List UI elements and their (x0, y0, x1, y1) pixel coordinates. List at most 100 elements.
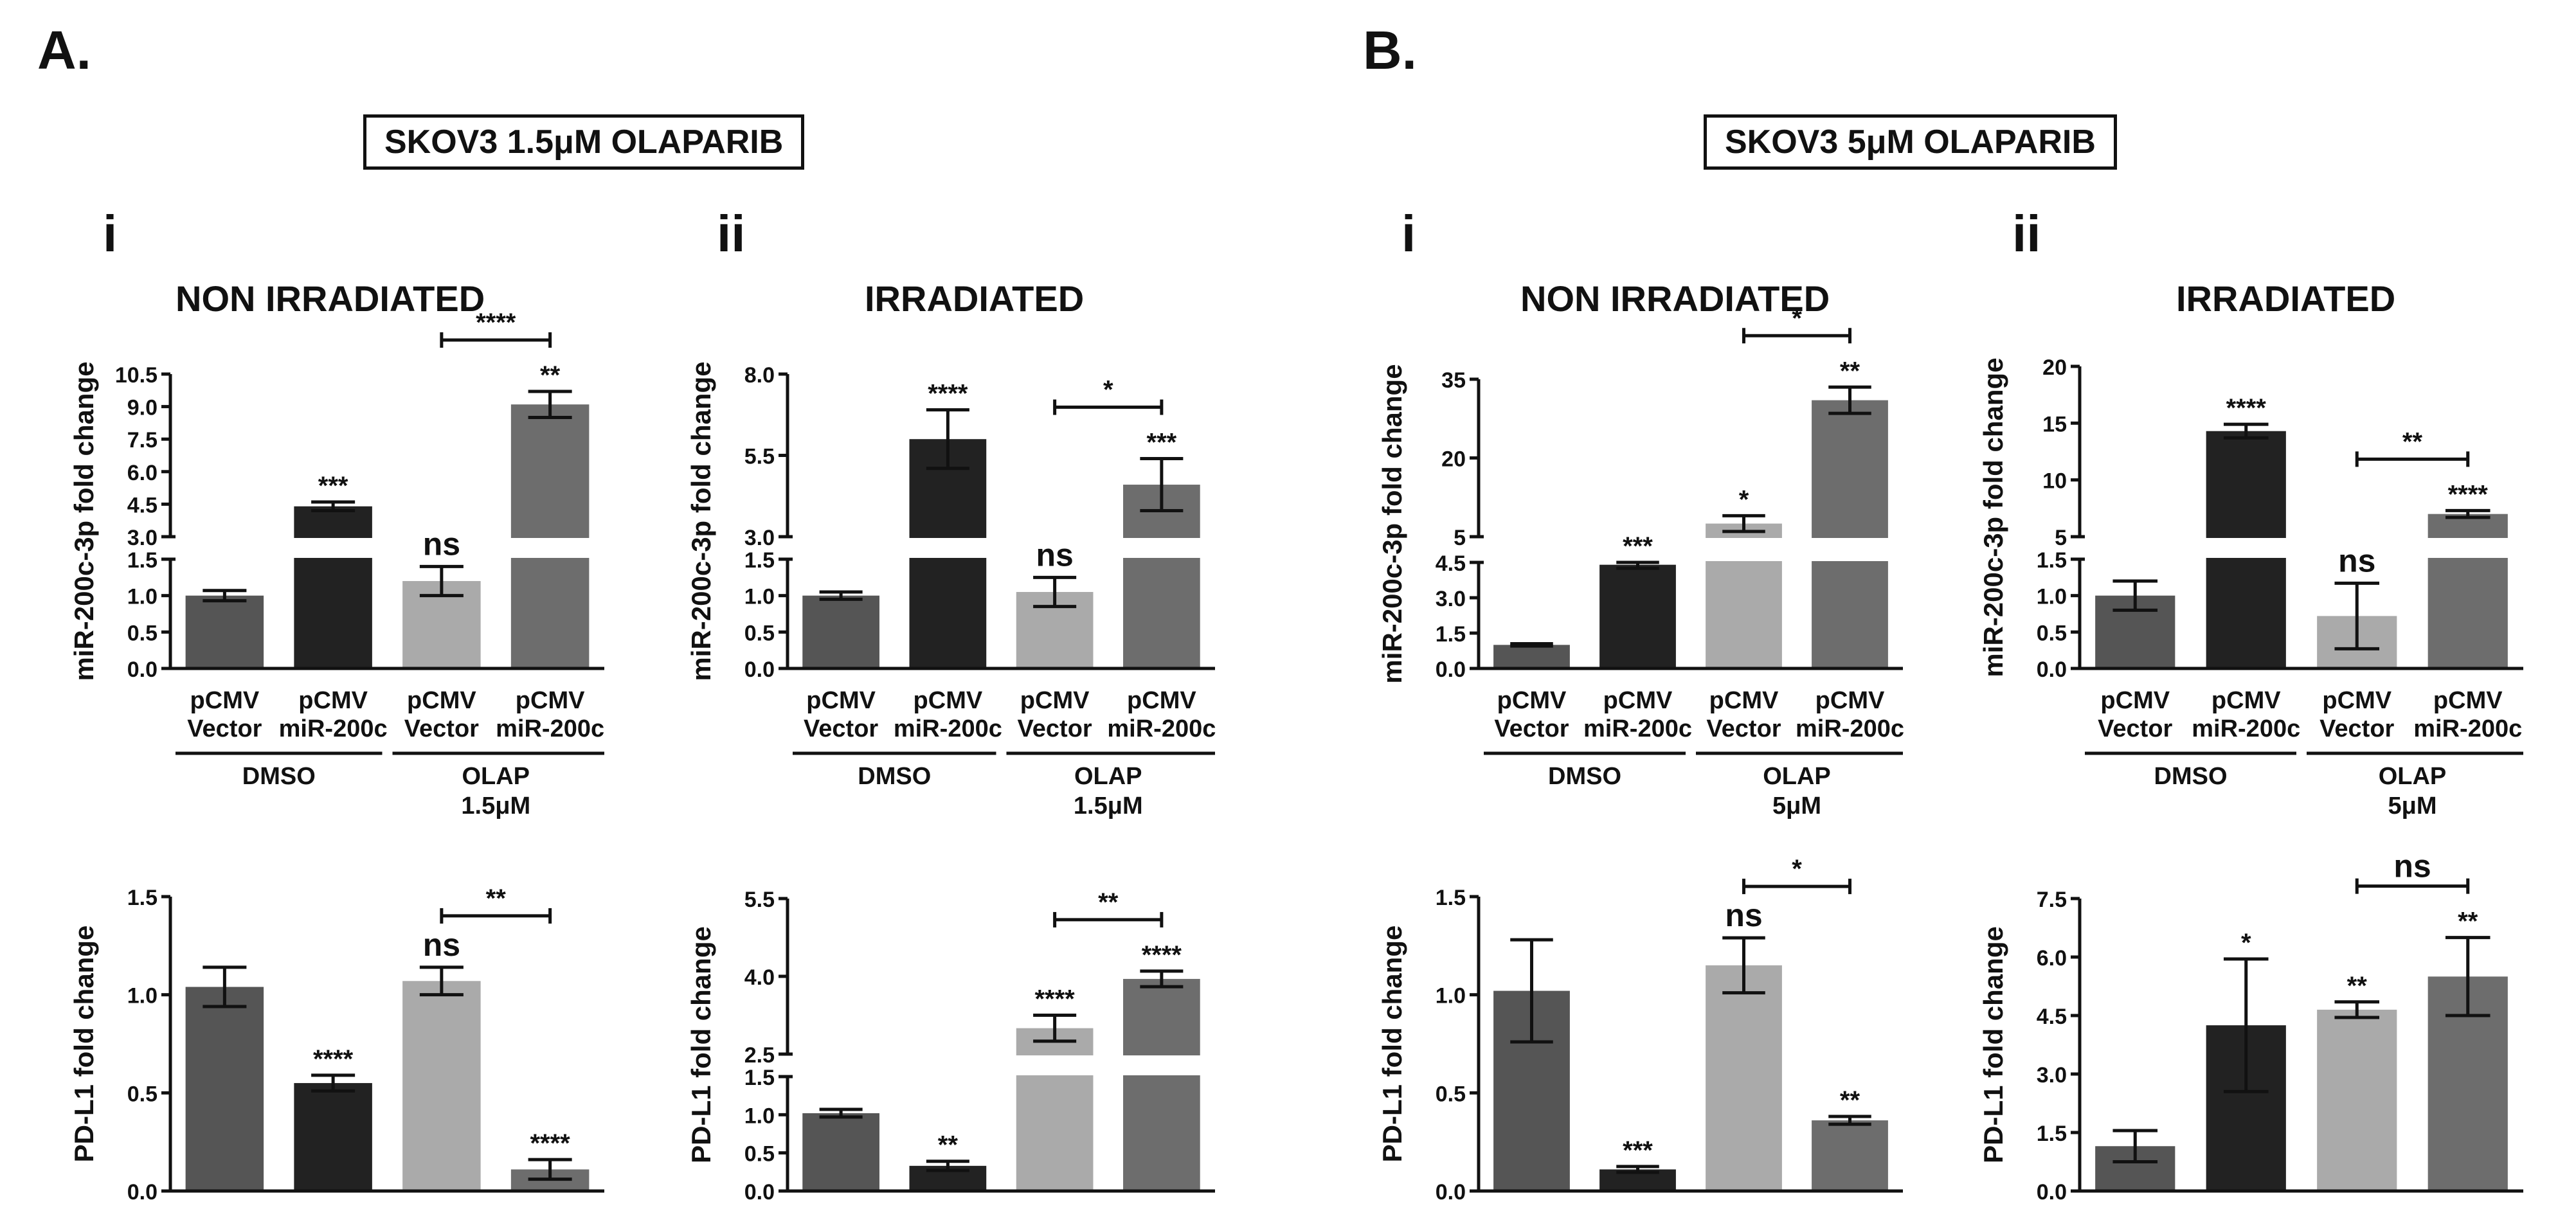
y-tick-label: 10 (2042, 469, 2067, 494)
y-tick-label: 1.0 (127, 585, 158, 609)
y-tick-label: 3.0 (1436, 587, 1466, 611)
bar-break-gap (509, 538, 591, 558)
chart-A-i-pdl1: **** ns **** 0.0 0.5 1.0 1.5 PD-L1 fold change *… (69, 884, 604, 1205)
bar-break-gap (1704, 538, 1783, 561)
significance-label: ** (938, 1131, 959, 1160)
y-tick-label: 0.5 (127, 621, 158, 645)
subtitle-a-ii: IRRADIATED (865, 278, 1085, 319)
subtitle-b-i: NON IRRADIATED (1520, 278, 1830, 319)
y-axis-label: PD-L1 fold change (69, 926, 99, 1163)
x-tick-label: pCMV (914, 687, 983, 714)
group-label-olap-dose: 1.5μM (461, 793, 530, 819)
x-tick-label: miR-200c (496, 715, 604, 742)
bracket-significance: ** (1098, 888, 1119, 917)
y-tick-label: 3.0 (2037, 1063, 2067, 1088)
y-tick-label: 5.5 (744, 888, 775, 912)
group-label-olap: OLAP (1074, 763, 1142, 790)
y-axis-label: miR-200c-3p fold change (686, 361, 716, 681)
x-tick-label: miR-200c (2192, 715, 2300, 742)
significance-label: ns (2338, 542, 2375, 578)
x-tick-label: miR-200c (2413, 715, 2522, 742)
significance-label: ** (1840, 1086, 1860, 1115)
y-tick-label: 15 (2042, 412, 2067, 436)
bar-4 (1812, 1120, 1888, 1191)
bar-break-gap (1122, 1055, 1202, 1075)
y-tick-label: 6.0 (2037, 946, 2067, 971)
y-tick-label: 1.0 (744, 585, 775, 609)
bar-1 (802, 595, 879, 668)
x-tick-label: pCMV (1497, 687, 1567, 714)
significance-label: **** (313, 1045, 354, 1073)
group-label-dmso: DMSO (242, 763, 316, 790)
y-tick-label: 6.0 (127, 461, 158, 485)
significance-label: ns (423, 526, 460, 562)
significance-label: **** (2448, 480, 2489, 508)
group-label-olap: OLAP (462, 763, 530, 790)
panel-letter-a: A. (37, 20, 91, 80)
x-tick-label: Vector (1018, 715, 1092, 742)
bar-1 (185, 987, 264, 1191)
y-tick-label: 7.5 (127, 428, 158, 452)
group-label-olap-dose: 5μM (1772, 793, 1821, 819)
significance-label: *** (1147, 429, 1177, 457)
bar-break-gap (293, 538, 374, 558)
bar-3 (2317, 1009, 2397, 1191)
x-tick-label: pCMV (298, 687, 368, 714)
condition-box-a: SKOV3 1.5μM OLAPARIB (363, 114, 805, 170)
significance-label: ** (2347, 972, 2368, 1000)
y-axis-label: PD-L1 fold change (686, 926, 716, 1163)
x-tick-label: Vector (804, 715, 878, 742)
y-tick-label: 0.5 (127, 1082, 158, 1106)
y-axis-label: PD-L1 fold change (1377, 926, 1407, 1163)
y-tick-label: 8.0 (744, 363, 775, 388)
x-tick-label: pCMV (1127, 687, 1196, 714)
chart-B-ii-pdl1: *****0.01.53.04.56.07.5PD-L1 fold change… (1978, 848, 2523, 1205)
y-tick-label: 0.0 (744, 1180, 775, 1205)
y-tick-label: 1.5 (744, 548, 775, 573)
significance-label: *** (318, 472, 348, 500)
x-tick-label: pCMV (2433, 687, 2503, 714)
y-tick-label: 1.5 (1436, 886, 1466, 910)
x-tick-label: Vector (2319, 715, 2394, 742)
y-axis-label: miR-200c-3p fold change (1978, 357, 2008, 677)
y-tick-label: 5.5 (744, 445, 775, 469)
bracket-significance: * (1103, 376, 1113, 404)
subtitle-a-i: NON IRRADIATED (176, 278, 485, 319)
bar-break-gap (2204, 538, 2287, 558)
group-label-olap: OLAP (2379, 763, 2447, 790)
y-tick-label: 0.5 (744, 1142, 775, 1167)
bracket-significance: ns (2393, 848, 2431, 884)
significance-label: ** (1840, 357, 1860, 385)
y-tick-label: 1.5 (2037, 548, 2067, 573)
bar-2 (1599, 564, 1676, 668)
bar-2 (294, 506, 372, 668)
y-tick-label: 0.0 (2037, 1180, 2067, 1205)
x-tick-label: Vector (404, 715, 479, 742)
bracket-significance: * (1792, 304, 1802, 332)
significance-label: **** (2226, 394, 2267, 422)
x-tick-label: pCMV (1709, 687, 1779, 714)
bracket-significance: ** (2402, 427, 2423, 456)
significance-label: **** (928, 380, 968, 408)
y-tick-label: 1.0 (1436, 984, 1466, 1008)
y-tick-label: 9.0 (127, 396, 158, 420)
bar-break-gap (1810, 538, 1889, 561)
y-axis-label: PD-L1 fold change (1978, 926, 2008, 1163)
y-tick-label: 1.5 (744, 1066, 775, 1090)
significance-label: * (1739, 485, 1749, 514)
significance-label: *** (1623, 1136, 1653, 1165)
condition-box-b: SKOV3 5μM OLAPARIB (1704, 114, 2117, 170)
group-label-olap-dose: 5μM (2388, 793, 2436, 819)
y-tick-label: 0.5 (2037, 621, 2067, 645)
significance-label: **** (1034, 985, 1075, 1014)
y-tick-label: 1.5 (127, 548, 158, 573)
bar-3 (1706, 965, 1782, 1191)
chart-B-ii-mir: **** ns **** 0.0 0.5 1.0 1.55 10 15 20 miR-200c-3p… (1978, 355, 2523, 819)
y-tick-label: 4.5 (1436, 551, 1466, 576)
group-label-dmso: DMSO (2154, 763, 2228, 790)
y-axis-label: miR-200c-3p fold change (69, 361, 99, 681)
label-b-i: i (1401, 205, 1416, 262)
bar-4 (510, 404, 590, 668)
x-tick-label: Vector (1706, 715, 1781, 742)
